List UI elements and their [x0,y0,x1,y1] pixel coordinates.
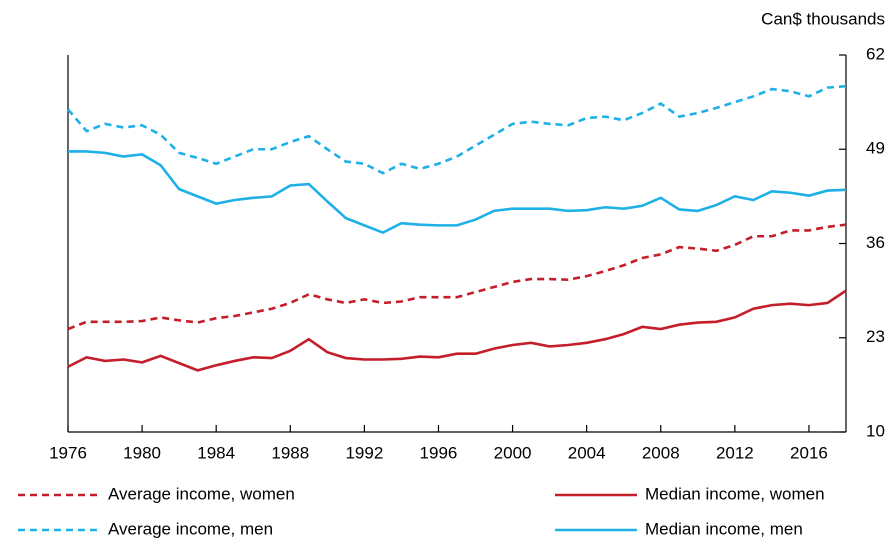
x-tick-label: 2012 [716,443,754,462]
legend-label: Median income, men [645,519,803,538]
legend-label: Average income, men [108,519,273,538]
y-tick-label: 49 [866,139,885,158]
x-tick-label: 1976 [49,443,87,462]
y-tick-label: 36 [866,233,885,252]
y-tick-label: 23 [866,327,885,346]
x-tick-label: 2016 [790,443,828,462]
y-tick-label: 62 [866,44,885,63]
x-tick-label: 1992 [345,443,383,462]
series-line [67,84,847,175]
series-line [68,150,847,235]
x-tick-label: 1984 [197,443,235,462]
x-tick-label: 2008 [642,443,680,462]
series-line [67,289,847,372]
legend-label: Median income, women [645,484,825,503]
x-tick-label: 1988 [271,443,309,462]
legend-label: Average income, women [108,484,295,503]
y-axis-label: Can$ thousands [761,9,885,28]
x-tick-label: 2004 [568,443,606,462]
series-line [67,223,847,331]
y-tick-label: 10 [866,421,885,440]
x-tick-label: 1980 [123,443,161,462]
x-tick-label: 2000 [494,443,532,462]
x-tick-label: 1996 [420,443,458,462]
